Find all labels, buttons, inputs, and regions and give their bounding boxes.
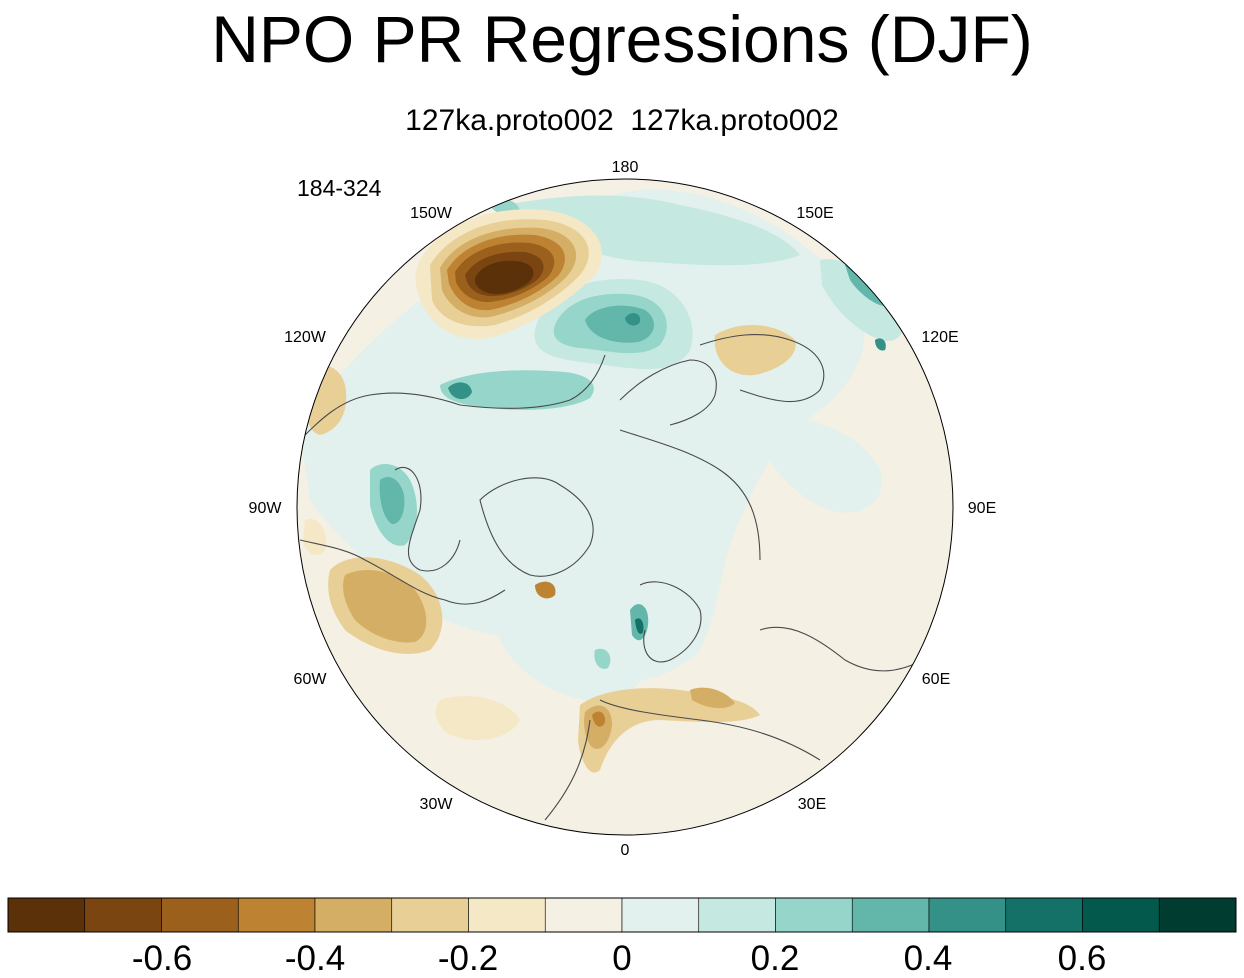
lon-label-150w: 150W [410, 205, 453, 222]
hudson-positive-inner [379, 476, 405, 525]
lon-label-180: 180 [612, 159, 639, 176]
africa-west-coast [544, 719, 591, 821]
colorbar-label-0-6: 0.6 [1058, 939, 1107, 978]
longitude-labels: 180 150E 120E 90E 60E 30E 0 30W 60W 90W … [249, 159, 997, 859]
plot-title: NPO PR Regressions (DJF) [211, 2, 1033, 76]
precip-anomaly-field [299, 179, 953, 821]
north-america-east-coast [299, 539, 506, 605]
lon-label-30w: 30W [420, 796, 454, 813]
colorbar-box [468, 897, 546, 933]
colorbar-box [698, 897, 776, 933]
colorbar-box [1082, 897, 1160, 933]
colorbar-box [84, 897, 162, 933]
lon-label-90e: 90E [968, 500, 996, 517]
alaska-coast [299, 354, 606, 441]
east-us-negative-inner [343, 570, 427, 643]
lon-label-120e: 120E [921, 329, 958, 346]
scandinavia-coast [639, 581, 702, 663]
siberia-weak-positive [760, 417, 882, 513]
lon-label-120w: 120W [284, 329, 327, 346]
japan-positive [820, 259, 904, 341]
colorbar-box [851, 897, 930, 933]
labrador-negative [535, 581, 556, 599]
colorbar-box [314, 897, 393, 933]
lon-label-0: 0 [621, 842, 630, 859]
colorbar-box [1005, 897, 1083, 933]
colorbar-label-minus-0-2: -0.2 [438, 939, 498, 978]
aegean-negative [690, 687, 735, 709]
east-asia-coast [699, 334, 825, 403]
lon-label-150e: 150E [796, 205, 833, 222]
colorbar-box [544, 897, 623, 933]
japan-positive-core [875, 338, 886, 351]
subtropical-atlantic-weak-negative [435, 696, 520, 740]
colorbar-label-zero: 0 [612, 939, 631, 978]
lon-label-60e: 60E [922, 671, 950, 688]
greenland-coast [479, 477, 594, 577]
mediterranean-negative [578, 688, 760, 773]
bering-positive-core [448, 382, 472, 400]
colorbar-box [237, 897, 316, 933]
colorbar-tick-labels: -0.6 -0.4 -0.2 0 0.2 0.4 0.6 [132, 939, 1106, 978]
colorbar-box [7, 897, 86, 933]
plot-subtitle: 127ka.proto002 127ka.proto002 [405, 104, 839, 137]
iberia-negative [584, 705, 612, 749]
mediterranean-coast [599, 699, 821, 761]
alaska-negative-core [474, 260, 534, 294]
east-asia-negative [714, 324, 796, 376]
lon-label-60w: 60W [294, 671, 328, 688]
north-sea-positive [594, 648, 611, 669]
colorbar: -0.6 -0.4 -0.2 0 0.2 0.4 0.6 [7, 897, 1237, 978]
globe-outline [296, 178, 954, 836]
colorbar-box [928, 897, 1007, 933]
siberia-north-coast [619, 429, 761, 561]
chukotka-coast [619, 359, 717, 426]
colorbar-box [1158, 897, 1237, 933]
norway-positive-core [635, 618, 644, 634]
colorbar-box [775, 897, 853, 933]
colorbar-label-minus-0-4: -0.4 [285, 939, 345, 978]
colorbar-label-minus-0-6: -0.6 [132, 939, 192, 978]
bering-positive [440, 370, 594, 410]
hudson-bay-coast [394, 467, 461, 572]
colorbar-box [161, 897, 239, 933]
polar-map: 180 150E 120E 90E 60E 30E 0 30W 60W 90W … [249, 159, 997, 859]
colorbar-label-0-2: 0.2 [751, 939, 800, 978]
colorbar-frame [7, 897, 1237, 933]
colorbar-box [391, 897, 469, 933]
pacific-nw-weak-negative [303, 519, 327, 556]
year-range-label: 184-324 [297, 175, 382, 201]
coastlines [299, 329, 941, 821]
pacific-positive-core [625, 313, 641, 326]
lon-label-30e: 30E [798, 796, 826, 813]
lon-label-90w: 90W [249, 500, 283, 517]
colorbar-label-0-4: 0.4 [904, 939, 953, 978]
iberia-negative-core [592, 711, 606, 727]
colorbar-box [621, 897, 700, 933]
